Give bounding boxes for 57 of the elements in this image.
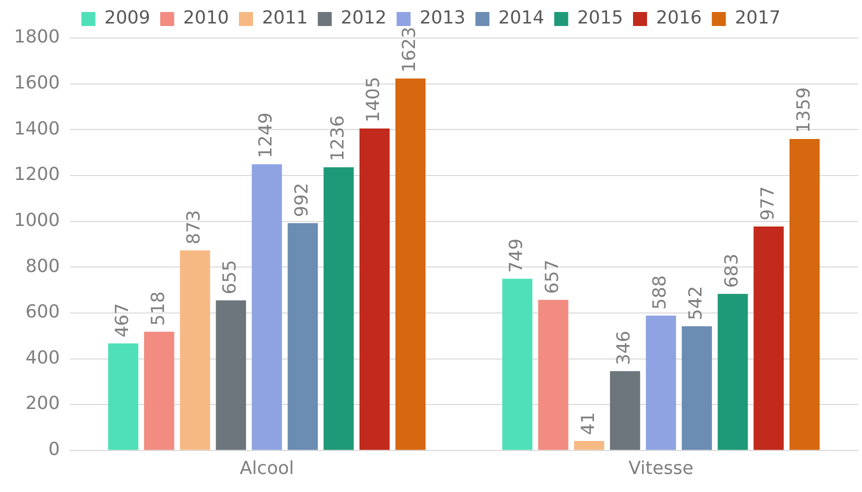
data-label: 467 (112, 303, 133, 338)
data-label: 873 (184, 210, 205, 244)
data-label: 655 (220, 260, 241, 294)
legend-label: 2016 (656, 8, 702, 29)
y-tick-label: 0 (48, 439, 60, 460)
y-tick-label: 800 (25, 256, 60, 277)
legend-label: 2013 (420, 8, 466, 29)
y-tick-label: 400 (25, 347, 60, 368)
y-tick-label: 1400 (14, 118, 60, 140)
legend-label: 2012 (340, 8, 387, 29)
bar (324, 167, 354, 450)
bar (252, 164, 282, 450)
bar (288, 223, 318, 450)
bar (180, 250, 210, 450)
data-label: 588 (650, 275, 671, 310)
data-label: 657 (542, 260, 563, 294)
bar (108, 343, 138, 450)
y-tick-label: 600 (25, 302, 60, 323)
legend-label: 2017 (734, 8, 781, 29)
bar (610, 371, 640, 450)
legend-label: 2009 (104, 8, 150, 29)
data-label: 683 (721, 254, 742, 288)
data-label: 1249 (256, 112, 277, 158)
bar (216, 300, 246, 450)
data-label: 749 (506, 238, 527, 273)
x-tick-label: Vitesse (628, 458, 694, 479)
bar (646, 316, 676, 450)
bar (502, 278, 532, 450)
data-label: 1236 (327, 115, 348, 162)
bar (359, 128, 390, 450)
legend-label: 2011 (262, 8, 308, 29)
bar (574, 441, 604, 450)
legend-label: 2010 (183, 8, 229, 29)
bar (754, 226, 784, 450)
y-tick-label: 200 (25, 393, 60, 414)
bar (682, 326, 712, 450)
data-label: 1359 (793, 87, 814, 134)
y-tick-label: 1800 (14, 26, 60, 48)
data-label: 542 (686, 286, 707, 320)
data-label: 977 (757, 186, 778, 221)
data-label: 346 (614, 330, 635, 366)
bar (718, 294, 748, 450)
data-label: 1405 (363, 76, 384, 122)
legend-label: 2015 (577, 8, 624, 29)
bar (790, 139, 820, 450)
y-tick-label: 1600 (14, 72, 60, 94)
x-tick-label: Alcool (240, 458, 294, 479)
data-label: 41 (578, 412, 599, 436)
data-label: 518 (148, 291, 169, 326)
bar (395, 78, 426, 450)
bar (538, 300, 568, 450)
bar (144, 332, 174, 450)
data-label: 992 (291, 182, 312, 218)
y-tick-label: 1200 (14, 164, 60, 186)
y-tick-label: 1000 (14, 210, 60, 231)
legend-label: 2014 (498, 8, 544, 29)
data-label: 1623 (399, 26, 420, 73)
